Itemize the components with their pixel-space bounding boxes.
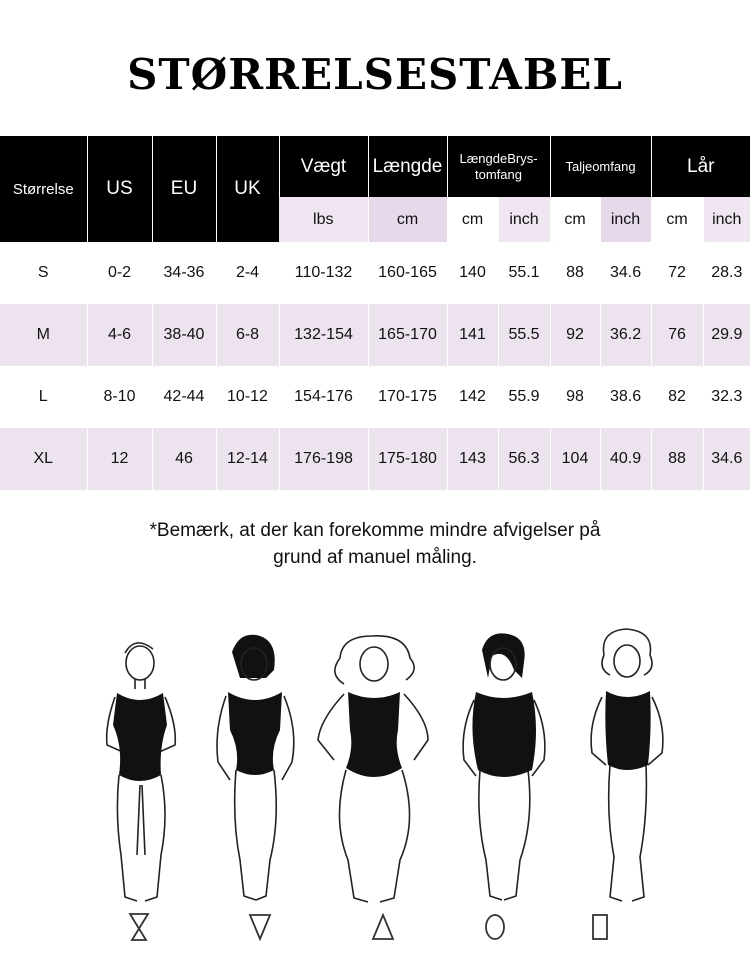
cell-waist-cm: 92 bbox=[549, 304, 601, 366]
waist-inch-unit: inch bbox=[599, 197, 652, 242]
cell-uk: 12-14 bbox=[215, 428, 279, 490]
figure-inverted-triangle bbox=[216, 634, 295, 901]
cell-eu: 42-44 bbox=[151, 366, 216, 428]
weight-column-header: Vægt bbox=[278, 136, 368, 197]
measurement-note: *Bemærk, at der kan forekomme mindre afv… bbox=[0, 517, 750, 571]
cell-bust-cm: 143 bbox=[446, 428, 498, 490]
bust-cm-unit: cm bbox=[446, 197, 498, 242]
bust-inch-unit: inch bbox=[497, 197, 551, 242]
cell-waist-cm: 88 bbox=[549, 242, 601, 304]
cell-bust-cm: 142 bbox=[446, 366, 498, 428]
uk-column-header: UK bbox=[215, 136, 279, 242]
waist-cm-unit: cm bbox=[549, 197, 601, 242]
note-line-1: *Bemærk, at der kan forekomme mindre afv… bbox=[149, 520, 601, 541]
table-row: M 4-6 38-40 6-8 132-154 165-170 141 55.5 92 36.2 7… bbox=[0, 304, 750, 366]
body-shapes-illustration bbox=[0, 615, 750, 975]
size-column-header: Størrelse bbox=[0, 136, 87, 242]
cell-waist-inch: 36.2 bbox=[599, 304, 652, 366]
eu-column-header: EU bbox=[151, 136, 216, 242]
cell-uk: 10-12 bbox=[215, 366, 279, 428]
cell-bust-cm: 141 bbox=[446, 304, 498, 366]
cell-waist-inch: 40.9 bbox=[599, 428, 652, 490]
cell-thigh-cm: 72 bbox=[650, 242, 704, 304]
cell-thigh-inch: 29.9 bbox=[702, 304, 750, 366]
figure-rectangle bbox=[590, 628, 664, 902]
figure-triangle bbox=[317, 635, 429, 903]
cell-us: 8-10 bbox=[86, 366, 152, 428]
triangle-icon bbox=[371, 912, 395, 950]
waist-column-header: Taljeomfang bbox=[549, 136, 652, 197]
figure-hourglass bbox=[105, 642, 177, 902]
cell-eu: 46 bbox=[151, 428, 216, 490]
cell-size: S bbox=[37, 264, 49, 281]
cell-weight: 176-198 bbox=[278, 428, 368, 490]
cell-thigh-inch: 28.3 bbox=[702, 242, 750, 304]
cell-uk: 2-4 bbox=[215, 242, 279, 304]
cell-length: 165-170 bbox=[367, 304, 447, 366]
note-line-2: grund af manuel måling. bbox=[273, 547, 477, 568]
cell-size: XL bbox=[0, 428, 87, 490]
cell-waist-inch: 38.6 bbox=[599, 366, 652, 428]
hourglass-icon bbox=[128, 912, 150, 950]
page-title: STØRRELSESTABEL bbox=[127, 50, 623, 99]
cell-us: 0-2 bbox=[86, 242, 152, 304]
bust-column-header: LængdeBrys-tomfang bbox=[446, 136, 551, 197]
cell-uk: 6-8 bbox=[215, 304, 279, 366]
thigh-inch-unit: inch bbox=[702, 197, 750, 242]
cell-bust-inch: 55.5 bbox=[497, 304, 551, 366]
cell-thigh-inch: 34.6 bbox=[702, 428, 750, 490]
us-column-header: US bbox=[86, 136, 152, 242]
cell-length: 160-165 bbox=[367, 242, 447, 304]
rectangle-icon bbox=[590, 912, 610, 950]
cell-us: 12 bbox=[86, 428, 152, 490]
cell-us: 4-6 bbox=[86, 304, 152, 366]
cell-waist-cm: 104 bbox=[549, 428, 601, 490]
cell-eu: 34-36 bbox=[151, 242, 216, 304]
thigh-cm-unit: cm bbox=[650, 197, 704, 242]
cell-weight: 132-154 bbox=[278, 304, 368, 366]
length-unit: cm bbox=[367, 197, 447, 242]
cell-bust-inch: 56.3 bbox=[497, 428, 551, 490]
figure-oval bbox=[462, 633, 546, 901]
size-table: Størrelse US EU UK Vægt Længde LængdeBry… bbox=[0, 136, 750, 490]
cell-waist-cm: 98 bbox=[549, 366, 601, 428]
cell-waist-inch: 34.6 bbox=[599, 242, 652, 304]
cell-weight: 110-132 bbox=[278, 242, 368, 304]
thigh-column-header: Lår bbox=[650, 136, 750, 197]
cell-bust-cm: 140 bbox=[446, 242, 498, 304]
cell-thigh-inch: 32.3 bbox=[702, 366, 750, 428]
cell-length: 175-180 bbox=[367, 428, 447, 490]
cell-thigh-cm: 88 bbox=[650, 428, 704, 490]
table-row: L 8-10 42-44 10-12 154-176 170-175 142 55.9 98 38… bbox=[0, 366, 750, 428]
oval-icon bbox=[484, 912, 506, 950]
length-column-header: Længde bbox=[367, 136, 447, 197]
inverted-triangle-icon bbox=[248, 912, 272, 950]
cell-thigh-cm: 82 bbox=[650, 366, 704, 428]
cell-weight: 154-176 bbox=[278, 366, 368, 428]
table-row: XL 12 46 12-14 176-198 175-180 143 56.3 104 40.9 8… bbox=[0, 428, 750, 490]
cell-thigh-cm: 76 bbox=[650, 304, 704, 366]
cell-size: L bbox=[38, 388, 48, 405]
cell-size: M bbox=[0, 304, 87, 366]
weight-unit: lbs bbox=[279, 197, 368, 242]
cell-length: 170-175 bbox=[367, 366, 447, 428]
cell-bust-inch: 55.9 bbox=[497, 366, 551, 428]
cell-bust-inch: 55.1 bbox=[497, 242, 551, 304]
table-row: S 0-2 34-36 2-4 110-132 160-165 140 55.1 88 34.6 7… bbox=[0, 242, 750, 304]
cell-eu: 38-40 bbox=[151, 304, 216, 366]
